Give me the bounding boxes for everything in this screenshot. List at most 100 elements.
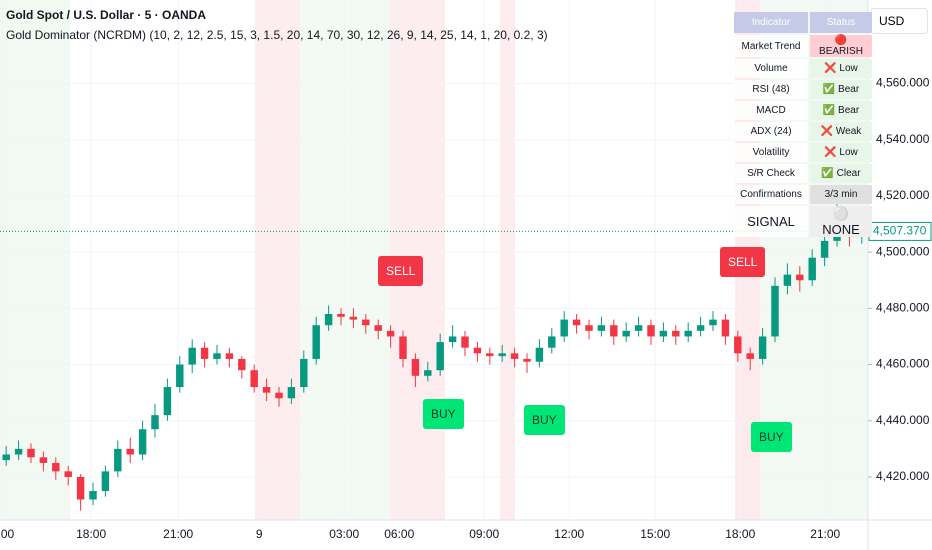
table-row: Confirmations 3/3 min xyxy=(734,185,872,204)
candle-body xyxy=(808,257,816,281)
candle-body xyxy=(473,347,482,354)
candle-body xyxy=(386,330,395,337)
candle-body xyxy=(238,358,246,371)
x-tick-label: 9 xyxy=(256,527,263,541)
table-row: Volatility ❌ Low xyxy=(734,143,872,162)
candle-body xyxy=(176,364,184,388)
table-cell: S/R Check xyxy=(734,164,808,183)
candle-body xyxy=(114,448,122,472)
candle-body xyxy=(634,325,643,331)
candle-body xyxy=(188,347,196,365)
candle-body xyxy=(349,316,358,320)
candle-body xyxy=(436,342,444,371)
currency-button[interactable]: USD xyxy=(870,8,928,34)
candle-body xyxy=(399,336,407,359)
candle-body xyxy=(151,415,159,430)
candle-body xyxy=(572,319,581,326)
candle-body xyxy=(684,330,692,337)
table-header-cell: Indicator xyxy=(734,12,808,33)
x-tick-label: 03:00 xyxy=(329,527,359,541)
candle-body xyxy=(796,274,804,281)
buy-signal: BUY xyxy=(423,399,464,429)
candle-body xyxy=(448,336,457,343)
table-row: SIGNAL ⚪ NONE xyxy=(734,206,872,237)
x-tick-label: 06:00 xyxy=(384,527,414,541)
y-tick-label: 4,520.000 xyxy=(876,188,930,202)
table-cell: ⚪ NONE xyxy=(810,206,872,237)
candle-body xyxy=(2,454,10,461)
candle-body xyxy=(461,336,469,348)
buy-signal: BUY xyxy=(524,405,565,435)
table-cell: Market Trend xyxy=(734,35,808,57)
table-header-row: Indicator Status xyxy=(734,12,872,33)
buy-signal: BUY xyxy=(751,422,792,452)
table-cell: ❌ Low xyxy=(810,59,872,78)
candle-body xyxy=(275,392,283,399)
y-tick-label: 4,500.000 xyxy=(876,244,930,258)
candle-body xyxy=(52,462,60,472)
table-cell: ✅ Bear xyxy=(810,101,872,120)
table-cell: RSI (48) xyxy=(734,80,808,99)
table-cell: SIGNAL xyxy=(734,206,808,237)
table-row: MACD ✅ Bear xyxy=(734,101,872,120)
table-cell: ✅ Bear xyxy=(810,80,872,99)
x-tick-label: 21:00 xyxy=(810,527,840,541)
candle-body xyxy=(262,387,271,393)
candle-body xyxy=(659,330,668,337)
candle-body xyxy=(14,448,23,455)
candle-body xyxy=(300,358,308,388)
candle-body xyxy=(721,319,730,337)
candle-body xyxy=(771,285,779,337)
candle-body xyxy=(39,457,48,463)
x-tick-label: 09:00 xyxy=(469,527,499,541)
candle-body xyxy=(250,370,258,388)
candle-body xyxy=(337,313,345,317)
candle-body xyxy=(64,471,72,477)
y-tick-label: 4,480.000 xyxy=(876,301,930,315)
table-header-cell: Status xyxy=(810,12,872,33)
table-cell: Volume xyxy=(734,59,808,78)
candle-body xyxy=(126,448,134,455)
candle-body xyxy=(312,325,320,359)
candle-body xyxy=(622,330,630,337)
candle-body xyxy=(510,353,519,359)
candle-body xyxy=(138,429,147,455)
y-tick-label: 4,540.000 xyxy=(876,132,930,146)
candle-body xyxy=(76,476,85,500)
candle-body xyxy=(597,325,606,331)
x-tick-label: 6:00 xyxy=(0,527,14,541)
table-row: S/R Check ✅ Clear xyxy=(734,164,872,183)
table-row: RSI (48) ✅ Bear xyxy=(734,80,872,99)
table-cell: ✅ Clear xyxy=(810,164,872,183)
candle-body xyxy=(163,387,172,416)
candle-body xyxy=(672,330,680,337)
table-row: ADX (24) ❌ Weak xyxy=(734,122,872,141)
candle-body xyxy=(523,358,531,362)
candle-body xyxy=(486,353,494,357)
candle-body xyxy=(411,358,420,376)
candle-body xyxy=(647,325,655,337)
sell-signal: SELL xyxy=(720,247,766,277)
candle-body xyxy=(709,319,717,326)
candle-body xyxy=(535,347,544,362)
candle-body xyxy=(424,370,432,376)
indicator-table: Indicator Status Market Trend 🔴 BEARISH Volu… xyxy=(732,10,874,239)
candle-body xyxy=(498,353,506,357)
candle-body xyxy=(362,319,370,326)
y-tick-label: 4,560.000 xyxy=(876,76,930,90)
candle-body xyxy=(287,387,296,399)
candle-body xyxy=(585,325,593,331)
last-price-label: 4,507.370 xyxy=(873,224,927,238)
table-cell: ❌ Low xyxy=(810,143,872,162)
candle-body xyxy=(746,353,754,359)
candle-body xyxy=(548,336,556,348)
candle-body xyxy=(89,491,97,500)
candle-body xyxy=(374,325,382,331)
candle-body xyxy=(213,353,221,359)
y-tick-label: 4,460.000 xyxy=(876,357,930,371)
candle-body xyxy=(324,313,333,326)
candle-body xyxy=(200,347,209,359)
candle-body xyxy=(696,325,705,331)
table-row: Market Trend 🔴 BEARISH xyxy=(734,35,872,57)
